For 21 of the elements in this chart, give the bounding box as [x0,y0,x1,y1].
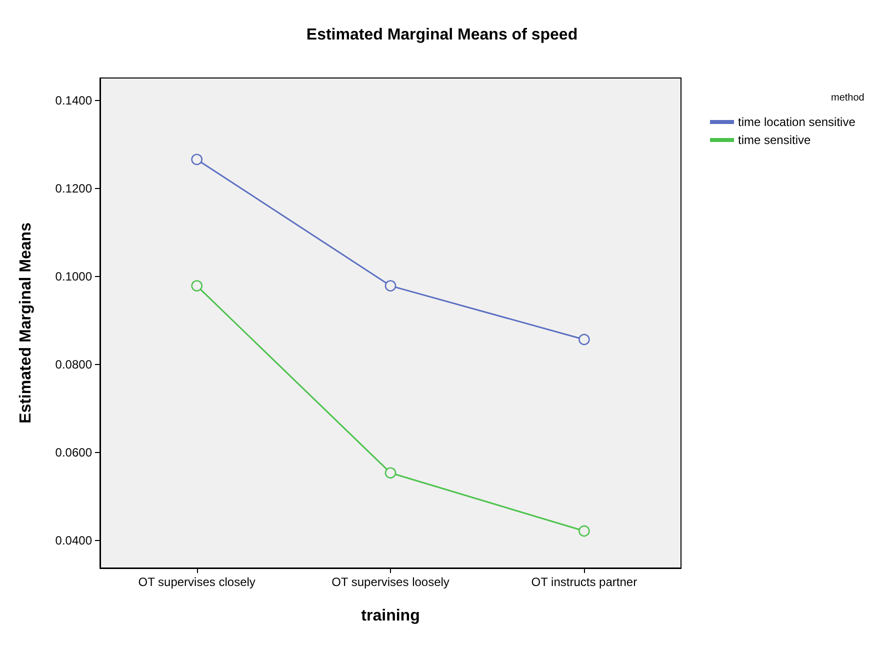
x-axis-title: training [361,608,420,624]
point [191,154,202,166]
x-tick-label: OT supervises closely [138,575,256,589]
y-tick-label: 0.0400 [55,534,92,548]
point [578,525,590,537]
y-tick-label: 0.0600 [55,446,92,460]
chart-title: Estimated Marginal Means of speed [306,26,578,44]
point [384,467,396,479]
legend-label: time location sensitive [738,115,856,129]
point [191,280,202,292]
y-tick-label: 0.0800 [55,358,92,372]
y-tick-label: 0.1000 [55,270,92,284]
y-tick-label: 0.1200 [55,182,92,196]
legend-label: time sensitive [738,133,812,147]
y-tick-label: 0.1400 [55,93,92,108]
legend-title: method [831,92,864,104]
point [384,280,396,292]
x-tick-label: OT instructs partner [531,575,638,589]
x-tick-label: OT supervises loosely [332,575,450,589]
y-axis-title: Estimated Marginal Means [18,222,34,424]
point [578,334,590,346]
